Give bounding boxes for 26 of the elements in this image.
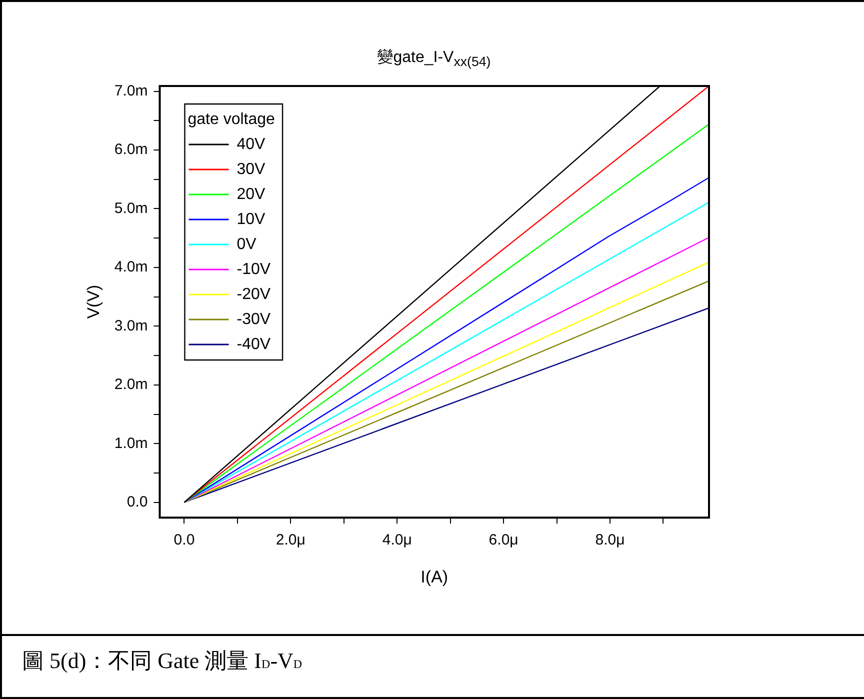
y-tick-label: 6.0m: [114, 141, 148, 158]
x-tick-label: 0.0: [174, 532, 195, 549]
legend-label: -40V: [236, 336, 271, 353]
legend-label: -10V: [236, 260, 271, 278]
legend-label: 40V: [236, 136, 266, 153]
y-tick-label: 4.0m: [114, 258, 148, 276]
x-tick-label: 6.0μ: [488, 532, 518, 549]
y-tick-label: 0.0: [126, 493, 148, 510]
y-tick-label: 1.0m: [114, 434, 148, 452]
chart-title: 變gate_I-V$_{xx(54)}$: [376, 48, 492, 70]
x-tick-label: 8.0μ: [595, 532, 625, 549]
y-axis-title: V(V): [84, 284, 103, 319]
y-tick-label: 3.0m: [114, 317, 148, 334]
x-tick-label: 2.0μ: [276, 532, 306, 549]
y-tick-label: 2.0m: [114, 376, 148, 394]
legend-label: 30V: [236, 160, 266, 178]
legend-label: 10V: [236, 210, 266, 228]
y-tick-label: 5.0m: [114, 200, 148, 217]
legend-label: 0V: [236, 236, 257, 253]
legend-label: -20V: [236, 286, 271, 303]
legend-label: -30V: [236, 310, 271, 328]
legend-title: gate voltage: [188, 110, 276, 128]
x-tick-label: 4.0μ: [382, 532, 412, 549]
legend-label: 20V: [236, 186, 266, 203]
y-tick-label: 7.0m: [114, 82, 148, 100]
x-axis-title: I(A): [420, 567, 448, 586]
